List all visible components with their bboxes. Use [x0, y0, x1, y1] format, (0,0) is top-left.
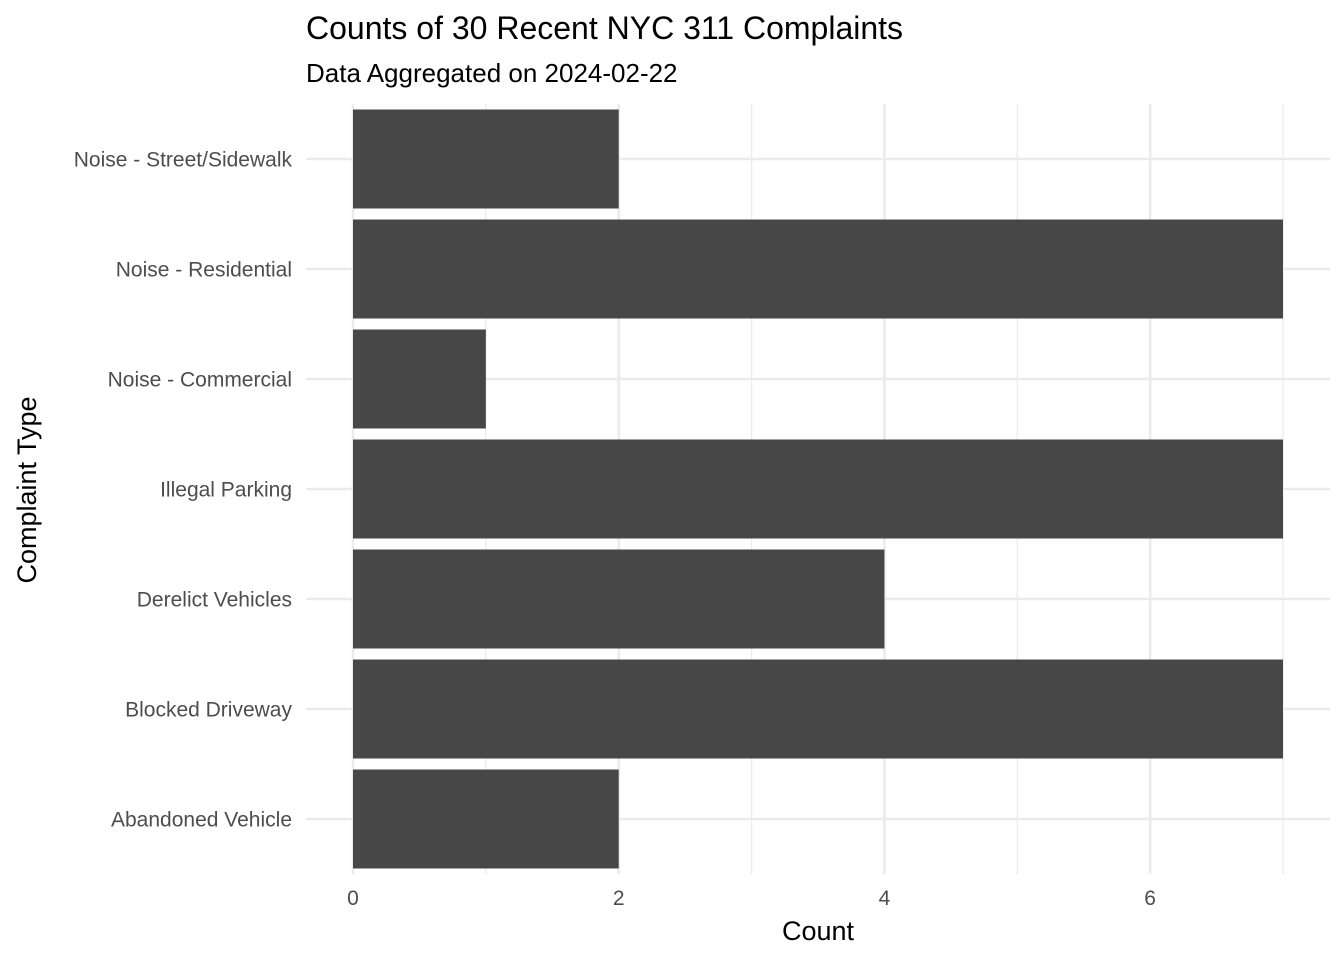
- y-tick-label: Blocked Driveway: [125, 699, 292, 722]
- y-tick-label: Abandoned Vehicle: [111, 809, 292, 832]
- bar-noise-commercial: [353, 329, 486, 429]
- bar-abandoned-vehicle: [353, 769, 619, 869]
- chart-subtitle: Data Aggregated on 2024-02-22: [306, 58, 678, 88]
- bar-noise-street-sidewalk: [353, 109, 619, 209]
- x-axis-title: Count: [782, 916, 855, 946]
- y-tick-label: Noise - Street/Sidewalk: [74, 149, 293, 172]
- bar-blocked-driveway: [353, 659, 1283, 759]
- bar-noise-residential: [353, 219, 1283, 319]
- chart-title: Counts of 30 Recent NYC 311 Complaints: [306, 10, 903, 46]
- x-tick-label: 2: [613, 887, 625, 910]
- bar-derelict-vehicles: [353, 549, 885, 649]
- y-axis-tick-labels: Abandoned Vehicle Blocked Driveway Derelic…: [74, 149, 293, 832]
- bar-illegal-parking: [353, 439, 1283, 539]
- y-axis-title: Complaint Type: [12, 396, 42, 583]
- bars: [353, 109, 1283, 869]
- x-tick-label: 0: [347, 887, 359, 910]
- x-axis-tick-labels: 0 2 4 6: [347, 887, 1156, 910]
- x-tick-label: 4: [879, 887, 891, 910]
- y-tick-label: Noise - Residential: [116, 259, 292, 282]
- x-tick-label: 6: [1144, 887, 1156, 910]
- y-tick-label: Derelict Vehicles: [137, 589, 292, 612]
- y-tick-label: Noise - Commercial: [108, 369, 292, 392]
- y-tick-label: Illegal Parking: [160, 479, 292, 502]
